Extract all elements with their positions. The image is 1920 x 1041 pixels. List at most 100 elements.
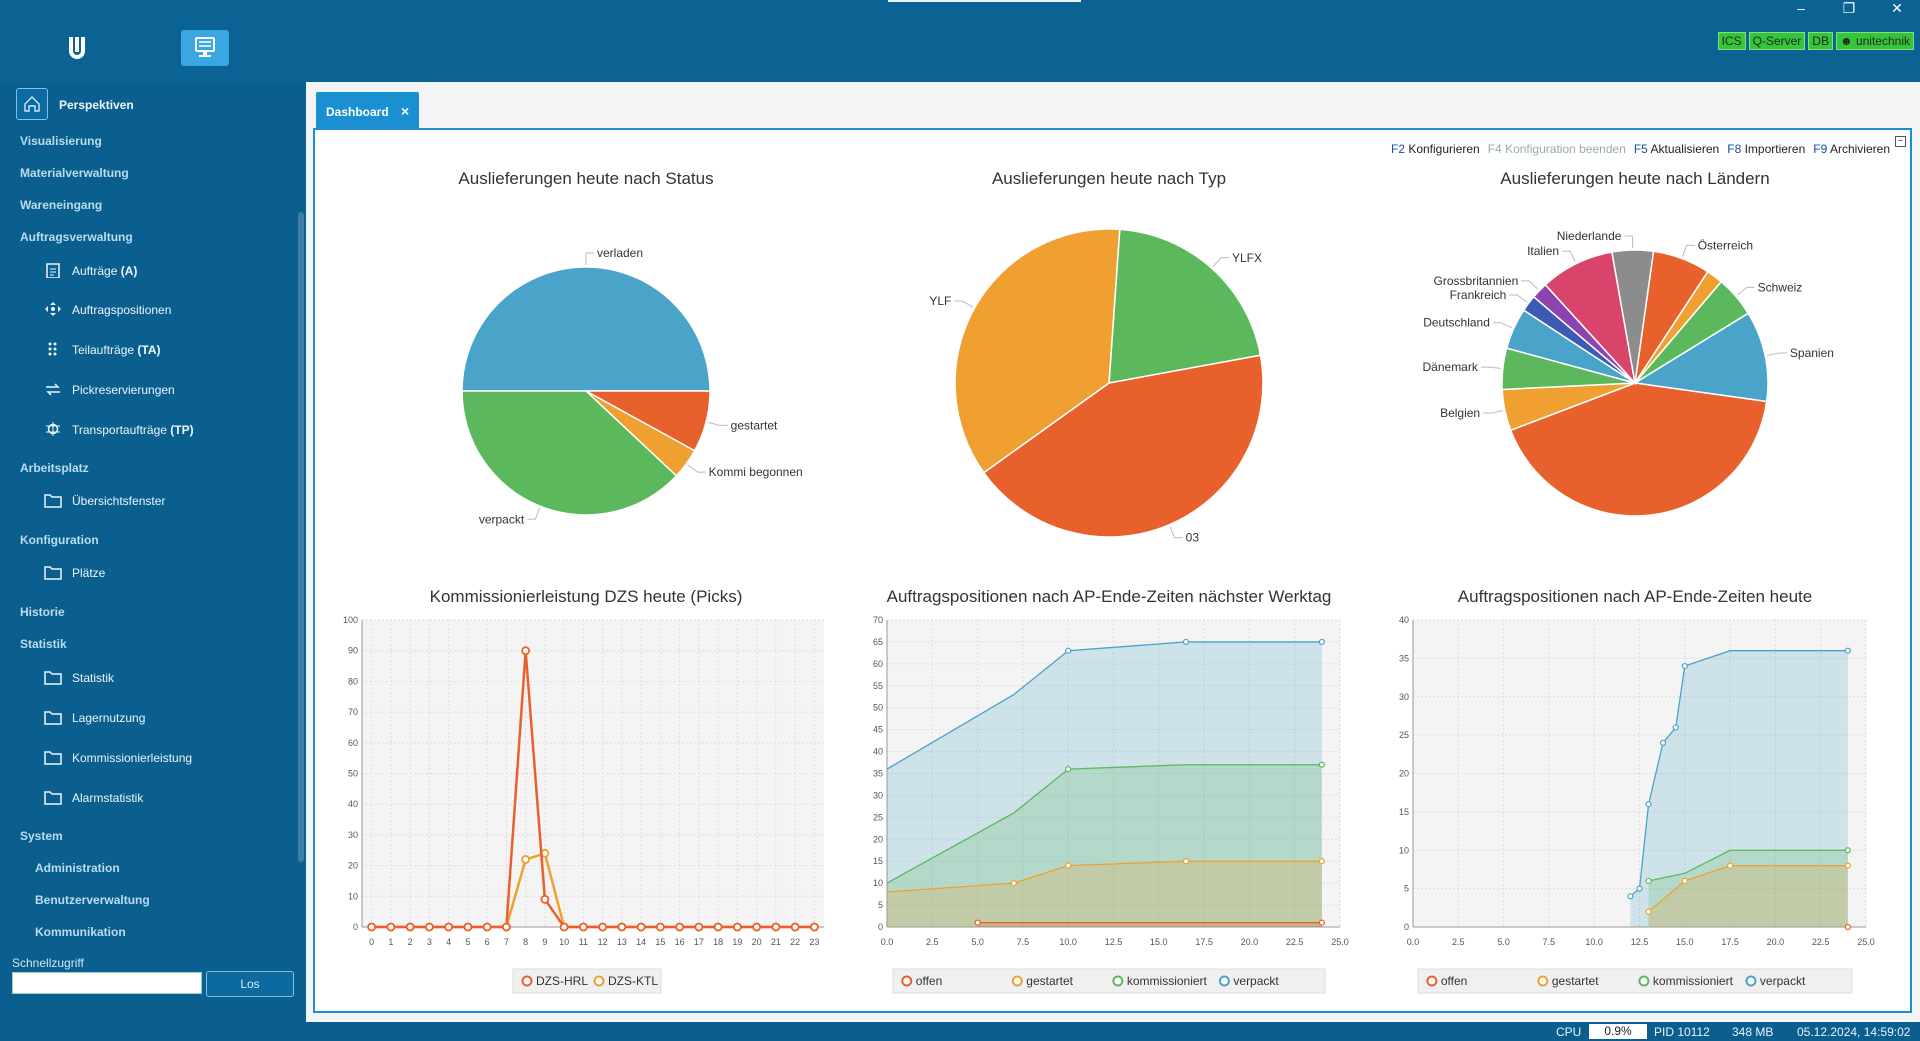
sidebar-item-historie[interactable]: Historie	[20, 605, 65, 619]
data-point-dzs-hrl[interactable]	[694, 922, 704, 932]
data-point-gestartet[interactable]	[1010, 880, 1017, 887]
monitor-icon[interactable]	[181, 30, 229, 66]
sidebar-item-kommunikation[interactable]: Kommunikation	[35, 925, 126, 939]
close-icon[interactable]: ✕	[1891, 0, 1903, 16]
data-point-dzs-hrl[interactable]	[367, 922, 377, 932]
data-point-dzs-hrl[interactable]	[559, 922, 569, 932]
data-point-dzs-hrl[interactable]	[386, 922, 396, 932]
data-point-verpackt[interactable]	[1182, 638, 1190, 646]
badge-db[interactable]: DB	[1808, 32, 1833, 50]
sidebar-item-wareneingang[interactable]: Wareneingang	[20, 198, 102, 212]
data-point-dzs-hrl[interactable]	[732, 922, 742, 932]
restore-icon[interactable]: ❐	[1842, 0, 1856, 16]
sidebar-item-system[interactable]: System	[20, 829, 63, 843]
data-point-gestartet[interactable]	[1318, 858, 1325, 865]
data-point-kommissioniert[interactable]	[1318, 761, 1325, 768]
data-point-kommissioniert[interactable]	[1065, 766, 1072, 773]
data-point-kommissioniert[interactable]	[1844, 847, 1851, 854]
sidebar-item-kommissionierleistung[interactable]: Kommissionierleistung	[44, 751, 192, 765]
data-point-dzs-hrl[interactable]	[424, 922, 434, 932]
sidebar-item-ubersichtsfenster[interactable]: Übersichtsfenster	[44, 494, 165, 508]
badge-ics[interactable]: ICS	[1717, 32, 1746, 50]
sidebar-item-auftrage[interactable]: Aufträge (A)	[46, 263, 137, 279]
sidebar-home-perspektiven[interactable]: Perspektiven	[59, 98, 134, 112]
logo-u-icon[interactable]	[62, 34, 92, 64]
data-point-gestartet[interactable]	[1681, 877, 1688, 885]
sidebar-item-alarmstatistik[interactable]: Alarmstatistik	[44, 791, 143, 805]
sidebar-item-benutzerverwaltung[interactable]: Benutzerverwaltung	[35, 893, 150, 907]
data-point-offen[interactable]	[1318, 919, 1325, 926]
data-point-offen[interactable]	[974, 919, 981, 926]
data-point-verpackt[interactable]	[1681, 662, 1688, 670]
data-point-dzs-hrl[interactable]	[405, 922, 415, 932]
data-point-dzs-hrl[interactable]	[540, 894, 550, 904]
quick-access-go-button[interactable]: Los	[206, 971, 294, 997]
data-point-dzs-hrl[interactable]	[790, 922, 800, 932]
tab-dashboard[interactable]: Dashboard ×	[316, 92, 419, 128]
data-point-gestartet[interactable]	[1065, 862, 1072, 869]
pie-slice-03[interactable]	[982, 354, 1264, 538]
badge-user[interactable]: ☻ unitechnik	[1835, 32, 1914, 50]
data-point-dzs-hrl[interactable]	[771, 922, 781, 932]
data-point-dzs-hrl[interactable]	[809, 922, 819, 932]
pie-slice-verladen[interactable]	[461, 266, 711, 392]
fkey-konfigurieren[interactable]: F2 Konfigurieren	[1391, 142, 1480, 156]
data-point-dzs-hrl[interactable]	[578, 922, 588, 932]
data-point-gestartet[interactable]	[1182, 858, 1190, 865]
data-point-kommissioniert[interactable]	[1645, 877, 1652, 885]
data-point-verpackt[interactable]	[1844, 647, 1851, 654]
fkey-archivieren[interactable]: F9 Archivieren	[1813, 142, 1890, 156]
data-point-offen[interactable]	[1844, 923, 1851, 931]
data-point-dzs-hrl[interactable]	[675, 922, 685, 932]
fkey-importieren[interactable]: F8 Importieren	[1727, 142, 1805, 156]
data-point-dzs-hrl[interactable]	[463, 922, 473, 932]
sidebar-item-visualisierung[interactable]: Visualisierung	[20, 134, 102, 148]
fkey-aktualisieren[interactable]: F5 Aktualisieren	[1634, 142, 1719, 156]
minimize-icon[interactable]: –	[1797, 0, 1805, 16]
pie-slice-slice-4[interactable]	[1509, 382, 1768, 517]
data-point-dzs-hrl[interactable]	[501, 922, 511, 932]
pie-slice-ylf[interactable]	[954, 228, 1121, 474]
sidebar-item-konfiguration[interactable]: Konfiguration	[20, 533, 99, 547]
data-point-verpackt[interactable]	[1645, 801, 1652, 808]
data-point-gestartet[interactable]	[1645, 908, 1652, 915]
sidebar-item-teilauftrage[interactable]: Teilaufträge (TA)	[48, 342, 160, 357]
sidebar-item-statistik[interactable]: Statistik	[20, 637, 67, 651]
data-point-verpackt[interactable]	[1318, 638, 1325, 646]
data-point-verpackt[interactable]	[1636, 885, 1643, 892]
sidebar-item-lagernutzung[interactable]: Lagernutzung	[44, 711, 145, 725]
sidebar-item-transportauftrage[interactable]: Transportaufträge (TP)	[46, 422, 194, 437]
data-point-gestartet[interactable]	[1727, 862, 1734, 869]
data-point-verpackt[interactable]	[1627, 893, 1634, 900]
tab-close-icon[interactable]: ×	[401, 103, 410, 119]
quick-access-input[interactable]	[12, 972, 202, 994]
sidebar-item-arbeitsplatz[interactable]: Arbeitsplatz	[20, 461, 89, 475]
sidebar-item-materialverwaltung[interactable]: Materialverwaltung	[20, 166, 129, 180]
sidebar-item-pickreservierungen[interactable]: Pickreservierungen	[46, 383, 175, 397]
data-point-dzs-hrl[interactable]	[482, 922, 492, 932]
sidebar-item-auftragspositionen[interactable]: Auftragspositionen	[45, 302, 171, 317]
sidebar-scrollbar[interactable]	[298, 212, 304, 862]
data-point-verpackt[interactable]	[1672, 724, 1679, 731]
sidebar-item-administration[interactable]: Administration	[35, 861, 120, 875]
data-point-dzs-hrl[interactable]	[655, 922, 665, 932]
pie-slice-ylfx[interactable]	[1108, 228, 1262, 384]
data-point-gestartet[interactable]	[1844, 862, 1851, 869]
badge-q-server[interactable]: Q-Server	[1748, 32, 1806, 50]
data-point-dzs-hrl[interactable]	[444, 922, 454, 932]
data-point-dzs-hrl[interactable]	[521, 646, 531, 656]
pie-slice-verpackt[interactable]	[461, 390, 678, 516]
sidebar-item-auftragsverwaltung[interactable]: Auftragsverwaltung	[20, 230, 133, 244]
data-point-dzs-hrl[interactable]	[713, 922, 723, 932]
pie-slice-niederlande[interactable]	[1611, 249, 1655, 384]
sidebar-item-platze[interactable]: Plätze	[44, 566, 105, 580]
data-point-dzs-hrl[interactable]	[636, 922, 646, 932]
panel-minimize-icon[interactable]: −	[1895, 136, 1906, 147]
pie-slice-spanien[interactable]	[1632, 312, 1769, 403]
data-point-verpackt[interactable]	[1659, 739, 1667, 746]
data-point-dzs-hrl[interactable]	[617, 922, 627, 932]
data-point-dzs-ktl[interactable]	[521, 855, 531, 864]
data-point-dzs-hrl[interactable]	[598, 922, 608, 932]
data-point-verpackt[interactable]	[1065, 647, 1072, 654]
data-point-dzs-hrl[interactable]	[752, 922, 762, 932]
